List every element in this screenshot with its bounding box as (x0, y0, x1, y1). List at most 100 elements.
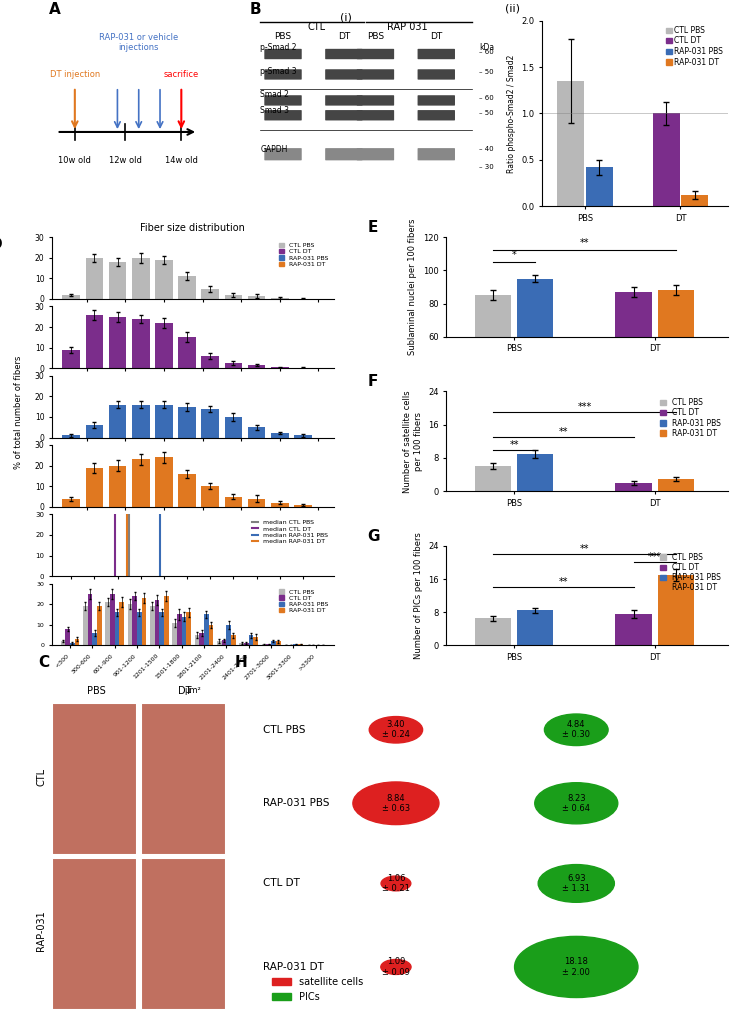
Bar (653, 113, 680, 206)
Ellipse shape (381, 960, 411, 974)
Text: p-Smad 3: p-Smad 3 (261, 67, 297, 76)
Bar (247, 427, 265, 437)
Bar (615, 483, 652, 491)
Bar (140, 703, 226, 855)
Text: **: ** (580, 238, 589, 248)
Text: – 30: – 30 (479, 164, 494, 170)
Text: DT: DT (430, 32, 442, 41)
Text: PBS: PBS (274, 32, 291, 41)
Text: D: D (0, 237, 3, 253)
Bar (142, 598, 146, 645)
Text: RAP-031 or vehicle
injections: RAP-031 or vehicle injections (99, 33, 178, 53)
Text: DT injection: DT injection (50, 70, 100, 79)
Bar (140, 859, 226, 1010)
Text: *: * (512, 251, 516, 260)
Text: – 40: – 40 (479, 145, 494, 152)
Bar (201, 356, 219, 368)
Bar (224, 497, 242, 507)
Bar (615, 292, 652, 436)
Bar (231, 635, 236, 645)
FancyBboxPatch shape (357, 110, 394, 121)
Text: 8.23
± 0.64: 8.23 ± 0.64 (562, 794, 590, 813)
Text: CTL PBS: CTL PBS (263, 725, 305, 735)
Ellipse shape (353, 781, 439, 825)
Bar (239, 643, 244, 645)
Y-axis label: Number of PICs per 100 fibers: Number of PICs per 100 fibers (414, 532, 423, 659)
Bar (475, 295, 511, 436)
Bar (557, 81, 584, 206)
Bar (658, 575, 694, 645)
Bar (155, 323, 173, 368)
Bar (276, 641, 281, 645)
Bar (137, 612, 142, 645)
Bar (108, 262, 126, 299)
FancyBboxPatch shape (325, 69, 363, 79)
Bar (85, 425, 103, 437)
Legend: satellite cells, PICs: satellite cells, PICs (268, 973, 367, 1005)
Text: Fiber size distribution: Fiber size distribution (140, 224, 245, 233)
Bar (517, 610, 554, 645)
Text: RAP-031 DT: RAP-031 DT (263, 962, 324, 972)
Text: ***: *** (577, 402, 591, 412)
Bar (150, 606, 155, 645)
Bar (178, 276, 196, 299)
Text: 1.06
± 0.21: 1.06 ± 0.21 (382, 873, 410, 893)
FancyBboxPatch shape (265, 148, 302, 161)
Text: – 50: – 50 (479, 110, 494, 117)
Text: E: E (368, 221, 378, 235)
FancyBboxPatch shape (325, 110, 363, 121)
Bar (178, 337, 196, 368)
Bar (681, 195, 708, 206)
Bar (114, 612, 120, 645)
Bar (201, 408, 219, 437)
Text: 3.40
± 0.24: 3.40 ± 0.24 (382, 720, 410, 739)
Text: 8.84
± 0.63: 8.84 ± 0.63 (382, 794, 410, 813)
Text: CTL DT: CTL DT (263, 878, 300, 889)
Bar (247, 296, 265, 299)
Bar (85, 468, 103, 507)
FancyBboxPatch shape (357, 148, 394, 161)
Bar (224, 295, 242, 299)
Bar (85, 314, 103, 368)
FancyBboxPatch shape (325, 48, 363, 59)
Bar (244, 643, 249, 645)
FancyBboxPatch shape (418, 69, 455, 79)
Text: – 60: – 60 (479, 96, 494, 101)
Bar (475, 466, 511, 491)
Text: PBS: PBS (367, 32, 384, 41)
Legend: CTL PBS, CTL DT, RAP-031 PBS, RAP-031 DT: CTL PBS, CTL DT, RAP-031 PBS, RAP-031 DT (277, 587, 331, 616)
Bar (262, 644, 267, 645)
Text: (ii): (ii) (505, 3, 520, 13)
Bar (60, 641, 65, 645)
Bar (52, 703, 137, 855)
Text: p-Smad 2: p-Smad 2 (261, 43, 297, 53)
Bar (247, 365, 265, 368)
Bar (201, 487, 219, 507)
Bar (132, 596, 137, 645)
Ellipse shape (535, 783, 617, 824)
Bar (271, 298, 288, 299)
Text: ***: *** (648, 553, 662, 563)
Bar (132, 319, 149, 368)
FancyBboxPatch shape (357, 48, 394, 59)
Y-axis label: Number of satellite cells
per 100 fibers: Number of satellite cells per 100 fibers (403, 390, 423, 493)
Text: H: H (235, 655, 247, 670)
Bar (247, 499, 265, 507)
Text: sacrifice: sacrifice (163, 70, 199, 79)
Ellipse shape (515, 936, 638, 998)
FancyBboxPatch shape (418, 110, 455, 121)
Text: RAP-031: RAP-031 (36, 909, 47, 951)
Bar (221, 640, 227, 645)
Legend: CTL PBS, CTL DT, RAP-031 PBS, RAP-031 DT: CTL PBS, CTL DT, RAP-031 PBS, RAP-031 DT (277, 240, 331, 269)
Bar (88, 594, 92, 645)
Text: 1.09
± 0.09: 1.09 ± 0.09 (382, 957, 410, 976)
Bar (155, 260, 173, 299)
Bar (132, 258, 149, 299)
Bar (253, 637, 258, 645)
Text: G: G (368, 529, 380, 543)
Bar (108, 404, 126, 437)
Text: Smad 2: Smad 2 (261, 90, 289, 99)
Ellipse shape (369, 717, 423, 743)
Ellipse shape (545, 714, 608, 745)
Bar (159, 612, 164, 645)
